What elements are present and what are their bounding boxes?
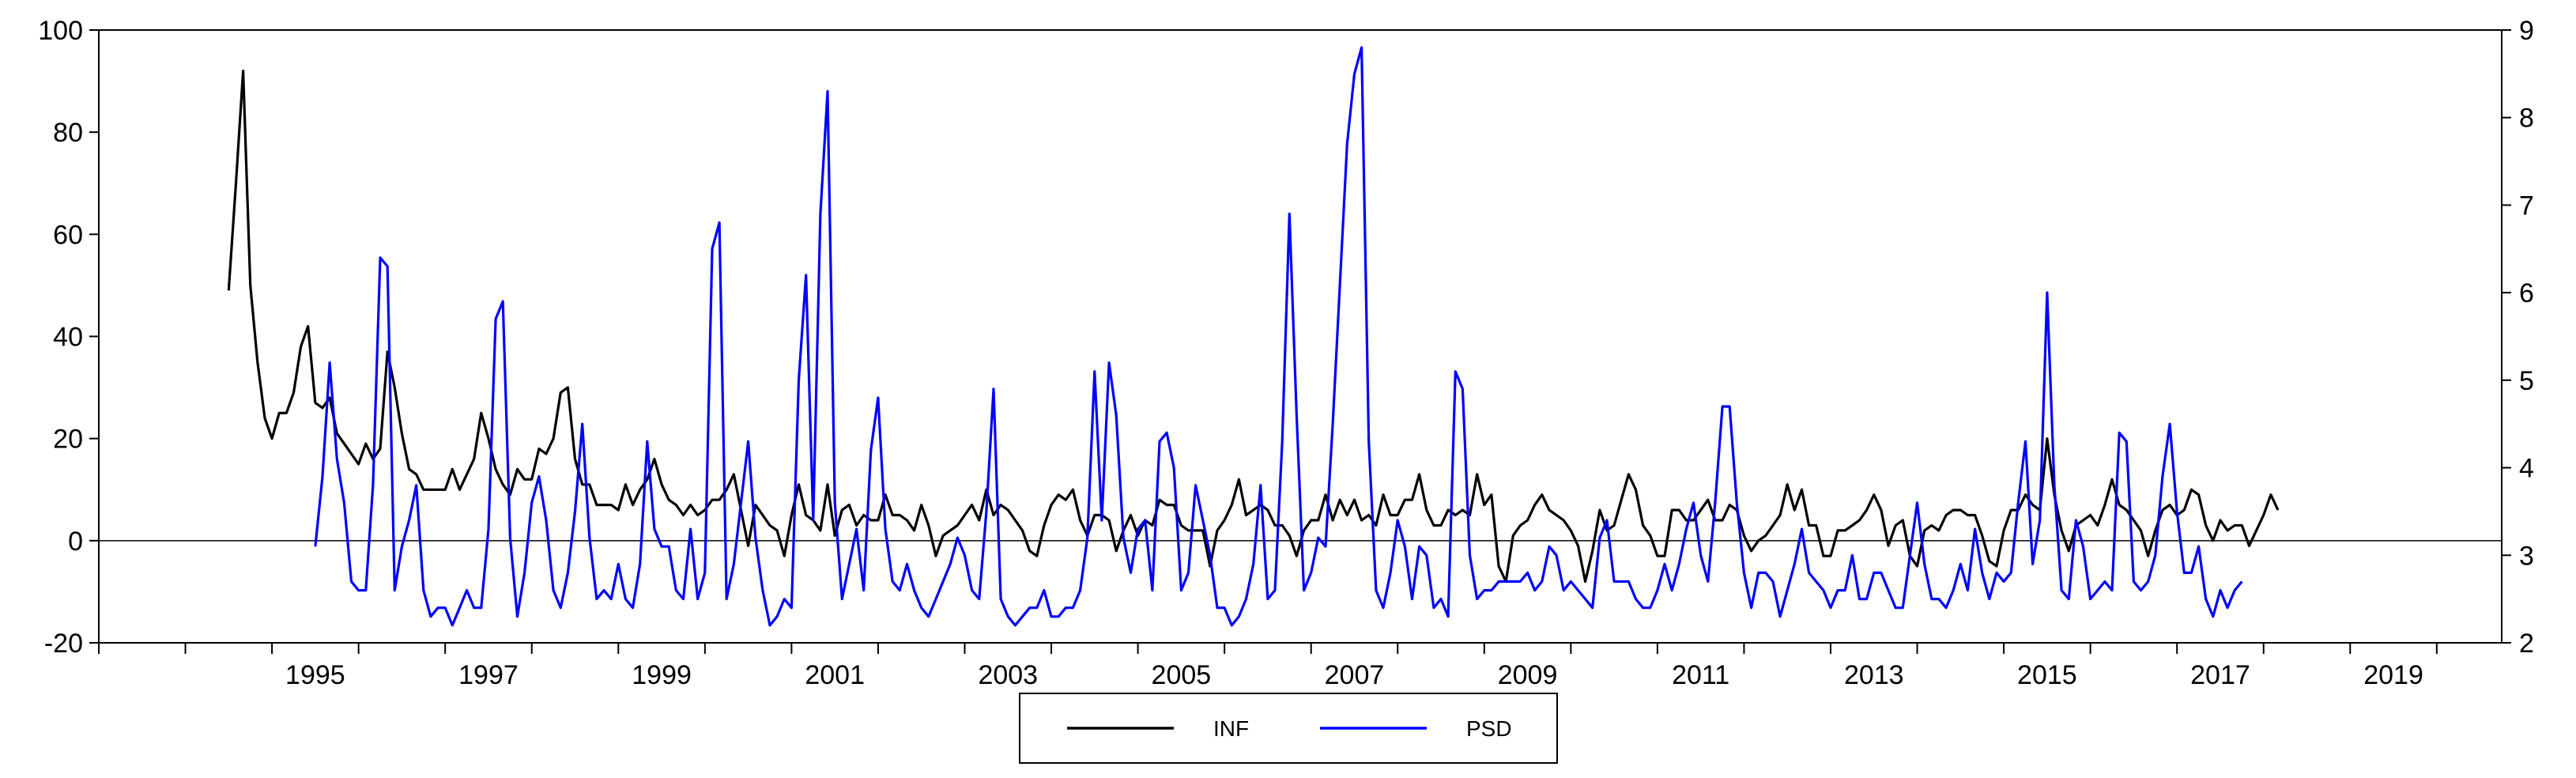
- x-tick-label: 2019: [2363, 660, 2423, 690]
- left-y-tick-label: 40: [53, 323, 83, 353]
- right-y-axis: 2 3 4 5 6 7 8 9: [2502, 16, 2534, 659]
- x-tick-label: 2005: [1152, 660, 1212, 690]
- x-tick-label: 2003: [978, 660, 1038, 690]
- legend: INF PSD: [1019, 693, 1558, 764]
- series-line-inf: [227, 70, 2280, 584]
- series-line-psd: [314, 46, 2243, 627]
- plot-frame: [98, 29, 2502, 644]
- x-tick-label: 2001: [805, 660, 865, 690]
- right-y-tick-label: 9: [2519, 16, 2534, 46]
- left-y-tick-label: 60: [53, 220, 83, 250]
- x-tick-label: 1997: [458, 660, 519, 690]
- right-y-tick-label: 6: [2519, 278, 2534, 308]
- x-tick-label: 2007: [1325, 660, 1385, 690]
- legend-label-inf: INF: [1213, 716, 1249, 741]
- series-layer: [227, 46, 2280, 627]
- right-y-tick-label: 5: [2519, 366, 2534, 396]
- x-tick-label: 1995: [285, 660, 345, 690]
- x-tick-label: 2015: [2017, 660, 2077, 690]
- legend-label-psd: PSD: [1466, 716, 1512, 741]
- left-y-tick-label: 20: [53, 425, 83, 455]
- x-axis: 1995 1997 1999 2001 2003 2005 2007 2009 2011 2013…: [98, 643, 2438, 690]
- plot-border: [98, 29, 2502, 644]
- left-y-tick-label: 80: [53, 118, 83, 148]
- right-y-tick-label: 7: [2519, 191, 2534, 221]
- left-y-tick-label: 0: [68, 527, 83, 557]
- left-y-axis: -20 0 20 40 60 80 100: [38, 16, 99, 659]
- left-y-tick-label: -20: [44, 629, 83, 659]
- x-tick-label: 2013: [1844, 660, 1904, 690]
- left-y-tick-label: 100: [38, 16, 83, 46]
- right-y-tick-label: 8: [2519, 104, 2534, 134]
- x-tick-label: 2009: [1498, 660, 1558, 690]
- x-tick-label: 1999: [632, 660, 692, 690]
- right-y-tick-label: 2: [2519, 629, 2534, 659]
- right-y-tick-label: 4: [2519, 454, 2534, 484]
- x-tick-label: 2011: [1672, 660, 1729, 690]
- right-y-tick-label: 3: [2519, 541, 2534, 571]
- x-tick-label: 2017: [2190, 660, 2250, 690]
